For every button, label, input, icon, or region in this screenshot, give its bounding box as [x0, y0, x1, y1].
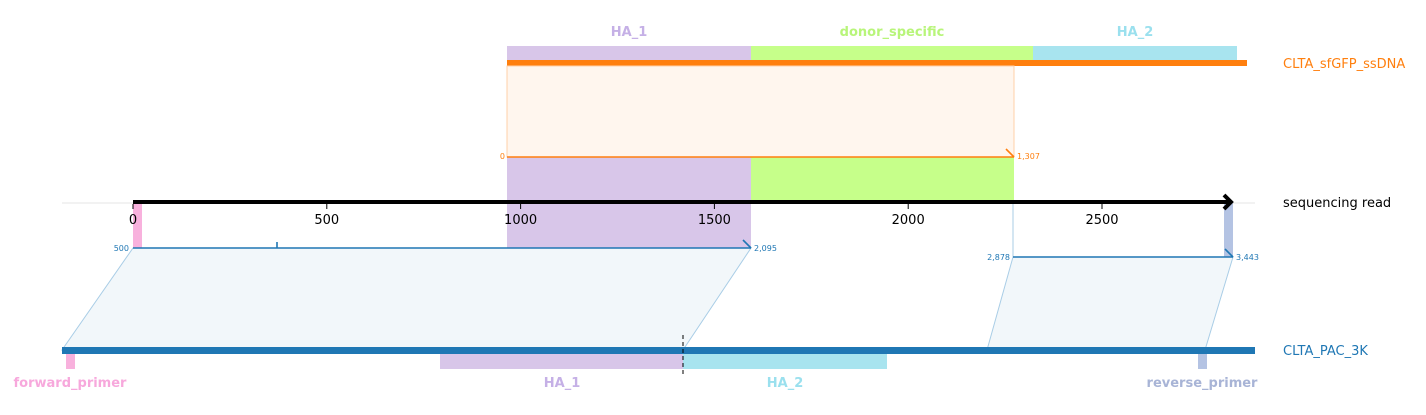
left-alignment-shade [62, 248, 751, 350]
donor-feature-ha2-block [1033, 46, 1237, 62]
donor-specific-projection [751, 157, 1014, 202]
donor-ha1-projection [507, 157, 751, 202]
right-alignment-shade [987, 257, 1233, 350]
donor-feature-ha1-label: HA_1 [611, 25, 648, 40]
target-feature-ha2-label: HA_2 [767, 376, 804, 391]
left-alignment-start: 500 [114, 244, 129, 253]
left-alignment-end: 2,095 [754, 244, 777, 253]
donor-alignment-end: 1,307 [1017, 152, 1040, 161]
read-left-alignment: 500 2,095 [62, 202, 777, 350]
target-feature-forward-primer-label: forward_primer [14, 376, 128, 391]
read-right-alignment: 2,878 3,443 [987, 202, 1259, 350]
target-feature-reverse-primer-label: reverse_primer [1147, 376, 1259, 391]
donor-feature-ha2-label: HA_2 [1117, 25, 1154, 40]
target-backbone-line [62, 347, 1255, 354]
donor-backbone-line [507, 60, 1247, 66]
donor-track: HA_1 donor_specific HA_2 CLTA_sfGFP_ssDN… [507, 25, 1405, 72]
donor-alignment-start: 0 [500, 152, 505, 161]
read-axis-tick-label: 500 [314, 213, 339, 228]
read-axis-tick-label: 0 [129, 213, 137, 228]
read-name-label: sequencing read [1283, 196, 1391, 211]
donor-name-label: CLTA_sfGFP_ssDNA [1283, 57, 1405, 72]
donor-feature-donor-specific-block [751, 46, 1033, 62]
donor-alignment-shade [507, 66, 1014, 157]
donor-feature-donor-specific-label: donor_specific [840, 25, 945, 40]
read-axis-tick-label: 2000 [892, 213, 925, 228]
donor-feature-ha1-block [507, 46, 751, 62]
target-name-label: CLTA_PAC_3K [1283, 344, 1368, 359]
right-alignment-start: 2,878 [987, 253, 1010, 262]
right-alignment-end: 3,443 [1236, 253, 1259, 262]
read-axis-tick-label: 1500 [698, 213, 731, 228]
read-axis-tick-label: 2500 [1085, 213, 1118, 228]
donor-alignment-region: 0 1,307 [500, 66, 1040, 202]
target-feature-ha1-label: HA_1 [544, 376, 581, 391]
read-axis-tick-label: 1000 [504, 213, 537, 228]
